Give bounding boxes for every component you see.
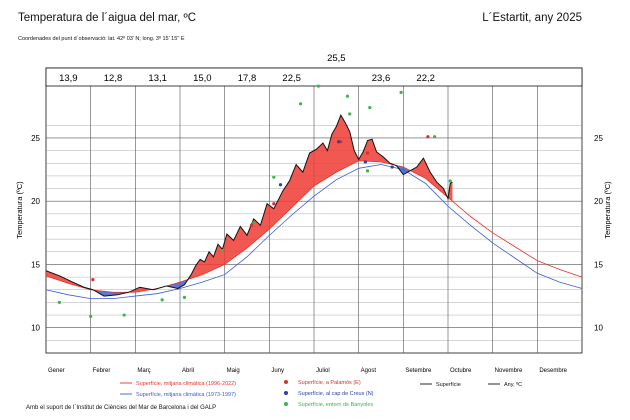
- station-point: [433, 135, 437, 139]
- monthly-mean-label: 13,1: [148, 73, 167, 84]
- cool-anomaly-fill: [93, 290, 129, 297]
- station-point: [252, 221, 256, 225]
- x-tick-label: Juny: [271, 368, 284, 374]
- location-label: L´Estartit, any 2025: [482, 12, 582, 24]
- station-point: [57, 300, 62, 304]
- warm-anomaly-fill: [410, 158, 448, 198]
- legend-dot-swatch: [284, 402, 288, 406]
- station-points: [57, 84, 452, 318]
- monthly-mean-label: 23,6: [372, 73, 391, 84]
- x-tick-label: Agost: [361, 368, 377, 374]
- legend-label: Superfície, a Palamós (E): [298, 380, 361, 386]
- climatology-1973-1997-line: [45, 164, 583, 300]
- station-point: [220, 248, 225, 253]
- monthly-means-strip: 13,9 12,8 13,1 15,0 17,8 22,5 25,5 23,6 22,2: [45, 53, 583, 87]
- x-tick-label: Novembre: [495, 368, 523, 374]
- x-tick-label: Febrer: [93, 368, 111, 374]
- monthly-mean-label: 22,5: [282, 73, 301, 84]
- x-tick-label: Abril: [182, 368, 194, 374]
- monthly-strip-box: [45, 67, 583, 87]
- station-point: [345, 94, 350, 98]
- x-tick-label: Desembre: [539, 368, 567, 374]
- y-tick-label-right: 25: [594, 134, 603, 143]
- station-point: [426, 135, 430, 139]
- monthly-mean-label: 15,0: [193, 73, 212, 84]
- station-point: [390, 165, 394, 169]
- station-point: [91, 278, 95, 282]
- chart-title: Temperatura de l´aigua del mar, ºC: [18, 12, 197, 24]
- x-tick-label: Octubre: [450, 368, 472, 374]
- y-tick-label-left: 10: [31, 324, 40, 333]
- y-tick-label-left: 15: [31, 260, 40, 269]
- station-point: [272, 202, 276, 206]
- monthly-mean-label: 22,2: [416, 73, 435, 84]
- axis-labels: Temperatura (ºC) Temperatura (ºC) 10 10 15…: [15, 134, 612, 374]
- station-point: [272, 175, 276, 179]
- x-tick-label: Setembre: [405, 368, 432, 374]
- station-point: [339, 140, 343, 144]
- legend-dot-swatch: [284, 380, 288, 384]
- legend-label: Superfície, al cap de Creus (N): [298, 391, 374, 397]
- grid-lines: [46, 68, 582, 353]
- station-point: [299, 102, 303, 106]
- station-point: [348, 112, 352, 116]
- station-point: [399, 90, 403, 95]
- anomaly-fills: [46, 115, 453, 297]
- x-tick-label: Març: [137, 368, 150, 374]
- monthly-mean-label: 17,8: [238, 73, 257, 84]
- station-point: [316, 84, 321, 88]
- y-tick-label-right: 15: [594, 260, 603, 269]
- station-point: [366, 151, 370, 155]
- footer-credit: Amb el suport de l´Institut de Ciències …: [26, 405, 217, 411]
- legend-dot-swatch: [284, 391, 288, 395]
- chart-subtitle: Coordenades del punt d´observació: lat. …: [18, 36, 185, 42]
- climatology-1996-2022-line: [45, 160, 583, 293]
- station-point: [122, 313, 126, 317]
- legend-label: Superfície: [436, 382, 461, 388]
- station-point: [160, 298, 164, 302]
- legend-label: Superfície, mitjana climàtica (1973-1997…: [136, 392, 236, 398]
- y-tick-label-left: 25: [31, 134, 40, 143]
- y-tick-label-left: 20: [31, 197, 40, 206]
- legend: Superfície, mitjana climàtica (1996-2022…: [120, 380, 522, 408]
- station-point: [366, 169, 370, 173]
- y-tick-label-right: 10: [594, 324, 603, 333]
- station-point: [249, 223, 254, 227]
- legend-label: Superfície, entorn de Banyoles: [298, 402, 373, 408]
- station-point: [89, 314, 93, 318]
- x-tick-label: Gener: [48, 368, 65, 374]
- station-point: [182, 295, 187, 299]
- station-point: [336, 140, 341, 144]
- legend-label: Superfície, mitjana climàtica (1996-2022…: [136, 381, 236, 387]
- monthly-mean-label: 25,5: [327, 53, 346, 64]
- y-axis-label-left: Temperatura (ºC): [15, 181, 24, 239]
- station-point: [368, 105, 372, 110]
- warm-anomaly-fill: [448, 182, 453, 202]
- station-point: [278, 183, 283, 187]
- monthly-mean-label: 12,8: [104, 73, 123, 84]
- observed-surface-line: [45, 114, 453, 297]
- legend-label: Any, ºC: [504, 381, 522, 388]
- monthly-mean-label: 13,9: [59, 73, 78, 84]
- station-point: [448, 179, 452, 183]
- y-axis-label-right: Temperatura (ºC): [603, 181, 612, 239]
- station-point: [363, 160, 367, 164]
- warm-anomaly-fill: [188, 115, 396, 280]
- x-tick-label: Maig: [227, 368, 240, 374]
- series-lines: [45, 114, 583, 300]
- x-tick-label: Juliol: [316, 368, 330, 374]
- y-tick-label-right: 20: [594, 197, 603, 206]
